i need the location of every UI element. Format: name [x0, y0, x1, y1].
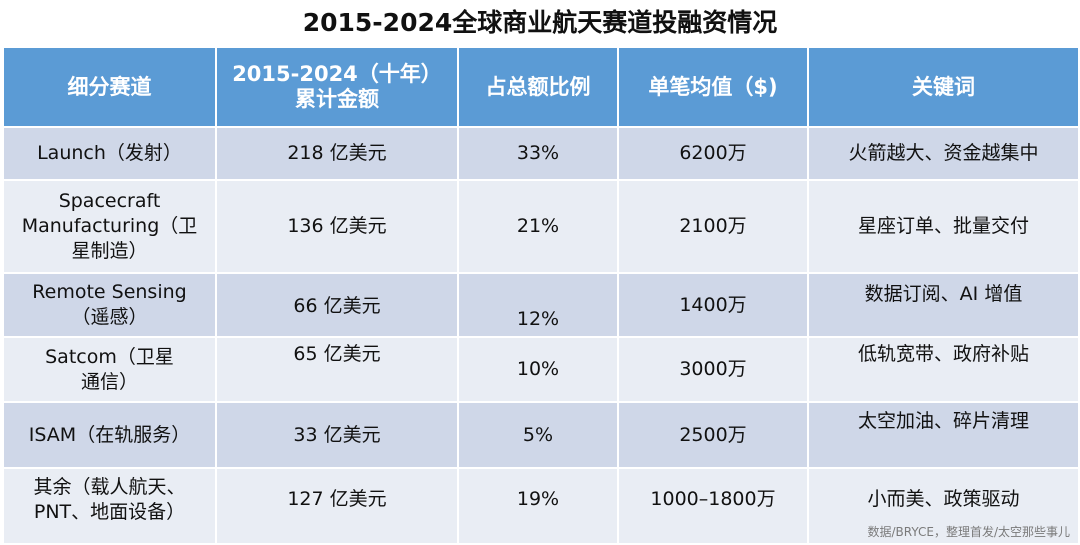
header-keywords: 关键词: [807, 46, 1080, 128]
cell-amount: 136 亿美元: [215, 179, 459, 274]
table-header-row: 细分赛道 2015-2024（十年） 累计金额 占总额比例 单笔均值（$) 关键词: [2, 46, 1080, 128]
header-share: 占总额比例: [457, 46, 619, 128]
cell-track: Spacecraft Manufacturing（卫星制造）: [2, 179, 217, 274]
cell-share: 10%: [457, 336, 619, 403]
cell-amount: 33 亿美元: [215, 401, 459, 469]
header-amount-line2: 累计金额: [295, 87, 379, 111]
cell-avg: 1000–1800万: [617, 467, 809, 545]
page-title: 2015-2024全球商业航天赛道投融资情况: [302, 8, 778, 37]
table-row: Satcom（卫星通信） 65 亿美元 10% 3000万 低轨宽带、政府补贴: [2, 336, 1080, 403]
table-row: ISAM（在轨服务） 33 亿美元 5% 2500万 太空加油、碎片清理: [2, 401, 1080, 469]
cell-avg: 2500万: [617, 401, 809, 469]
cell-amount: 66 亿美元: [215, 272, 459, 338]
table-row: 其余（载人航天、PNT、地面设备） 127 亿美元 19% 1000–1800万…: [2, 467, 1080, 545]
cell-avg: 2100万: [617, 179, 809, 274]
cell-avg: 6200万: [617, 126, 809, 181]
cell-track: ISAM（在轨服务）: [2, 401, 217, 469]
cell-track: Remote Sensing（遥感）: [2, 272, 217, 338]
cell-share: 5%: [457, 401, 619, 469]
cell-avg: 3000万: [617, 336, 809, 403]
cell-share: 33%: [457, 126, 619, 181]
header-amount: 2015-2024（十年） 累计金额: [215, 46, 459, 128]
cell-keywords: 低轨宽带、政府补贴: [807, 336, 1080, 403]
cell-share: 12%: [457, 272, 619, 338]
header-amount-line1: 2015-2024（十年）: [232, 62, 442, 86]
investment-table: 细分赛道 2015-2024（十年） 累计金额 占总额比例 单笔均值（$) 关键词…: [2, 46, 1080, 545]
cell-keywords: 火箭越大、资金越集中: [807, 126, 1080, 181]
cell-keywords: 小而美、政策驱动: [807, 467, 1080, 545]
cell-share: 21%: [457, 179, 619, 274]
header-track: 细分赛道: [2, 46, 217, 128]
table-row: Spacecraft Manufacturing（卫星制造） 136 亿美元 2…: [2, 179, 1080, 274]
cell-amount: 127 亿美元: [215, 467, 459, 545]
table-row: Remote Sensing（遥感） 66 亿美元 12% 1400万 数据订阅…: [2, 272, 1080, 338]
table-row: Launch（发射） 218 亿美元 33% 6200万 火箭越大、资金越集中: [2, 126, 1080, 181]
cell-track: Satcom（卫星通信）: [2, 336, 217, 403]
header-avg: 单笔均值（$): [617, 46, 809, 128]
cell-keywords: 太空加油、碎片清理: [807, 401, 1080, 469]
source-note: 数据/BRYCE，整理首发/太空那些事儿: [867, 525, 1070, 539]
cell-track: 其余（载人航天、PNT、地面设备）: [2, 467, 217, 545]
cell-keywords: 数据订阅、AI 增值: [807, 272, 1080, 338]
cell-amount: 65 亿美元: [215, 336, 459, 403]
cell-amount: 218 亿美元: [215, 126, 459, 181]
cell-share: 19%: [457, 467, 619, 545]
cell-avg: 1400万: [617, 272, 809, 338]
cell-keywords: 星座订单、批量交付: [807, 179, 1080, 274]
cell-track: Launch（发射）: [2, 126, 217, 181]
